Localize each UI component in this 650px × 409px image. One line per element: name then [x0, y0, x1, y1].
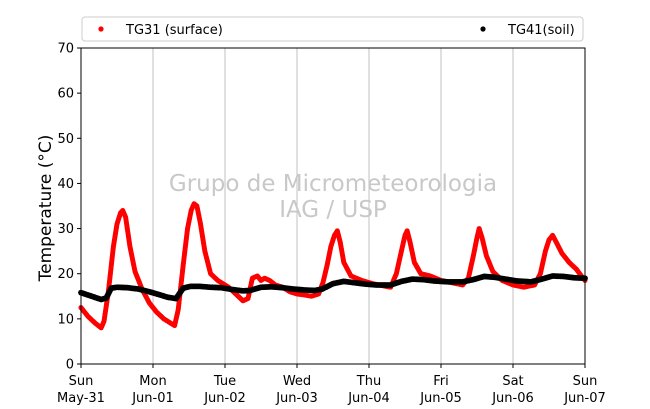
y-tick-label: 20	[57, 267, 74, 282]
x-tick-label-date: Jun-07	[563, 391, 606, 406]
y-axis: 0 10 20 30 40 50 60 70	[57, 42, 81, 373]
watermark-line-2: IAG / USP	[279, 197, 387, 223]
y-tick-label: 70	[57, 42, 74, 57]
x-tick-label-date: Jun-05	[419, 391, 462, 406]
x-axis: Sun May-31 Mon Jun-01 Tue Jun-02 Wed Jun-03 Thu J…	[57, 364, 606, 406]
watermark-line-1: Grupo de Micrometeorologia	[169, 171, 497, 197]
x-tick-label-day: Sun	[69, 374, 94, 389]
x-tick-label-date: Jun-01	[131, 391, 174, 406]
legend: TG31 (surface) TG41(soil)	[81, 16, 584, 42]
watermark: Grupo de Micrometeorologia IAG / USP	[169, 171, 497, 223]
x-tick-label-date: Jun-04	[347, 391, 390, 406]
y-tick-label: 30	[57, 222, 74, 237]
x-tick-label-day: Thu	[356, 374, 381, 389]
x-tick-label-day: Fri	[433, 374, 449, 389]
legend-label-soil: TG41(soil)	[507, 23, 575, 38]
y-tick-label: 60	[57, 87, 74, 102]
legend-marker-soil	[480, 26, 486, 32]
series-soil	[78, 273, 588, 303]
x-tick-label-day: Sat	[502, 374, 523, 389]
plot-frame	[80, 47, 586, 365]
y-axis-label: Temperature (°C)	[36, 135, 56, 283]
x-tick-label-day: Sun	[573, 374, 598, 389]
x-tick-label-date: Jun-02	[203, 391, 246, 406]
y-tick-label: 50	[57, 132, 74, 147]
x-tick-label-date: Jun-06	[491, 391, 534, 406]
gridlines	[152, 48, 514, 364]
x-tick-label-day: Wed	[283, 374, 311, 389]
x-tick-label-day: Tue	[213, 374, 236, 389]
y-tick-label: 40	[57, 177, 74, 192]
y-tick-label: 0	[66, 358, 74, 373]
legend-marker-surface	[98, 26, 104, 32]
x-tick-label-date: May-31	[57, 391, 105, 406]
legend-label-surface: TG31 (surface)	[125, 23, 223, 38]
series-surface	[78, 201, 588, 331]
y-tick-label: 10	[57, 312, 74, 327]
legend-frame	[81, 16, 584, 42]
x-tick-label-date: Jun-03	[275, 391, 318, 406]
x-tick-label-day: Mon	[139, 374, 166, 389]
